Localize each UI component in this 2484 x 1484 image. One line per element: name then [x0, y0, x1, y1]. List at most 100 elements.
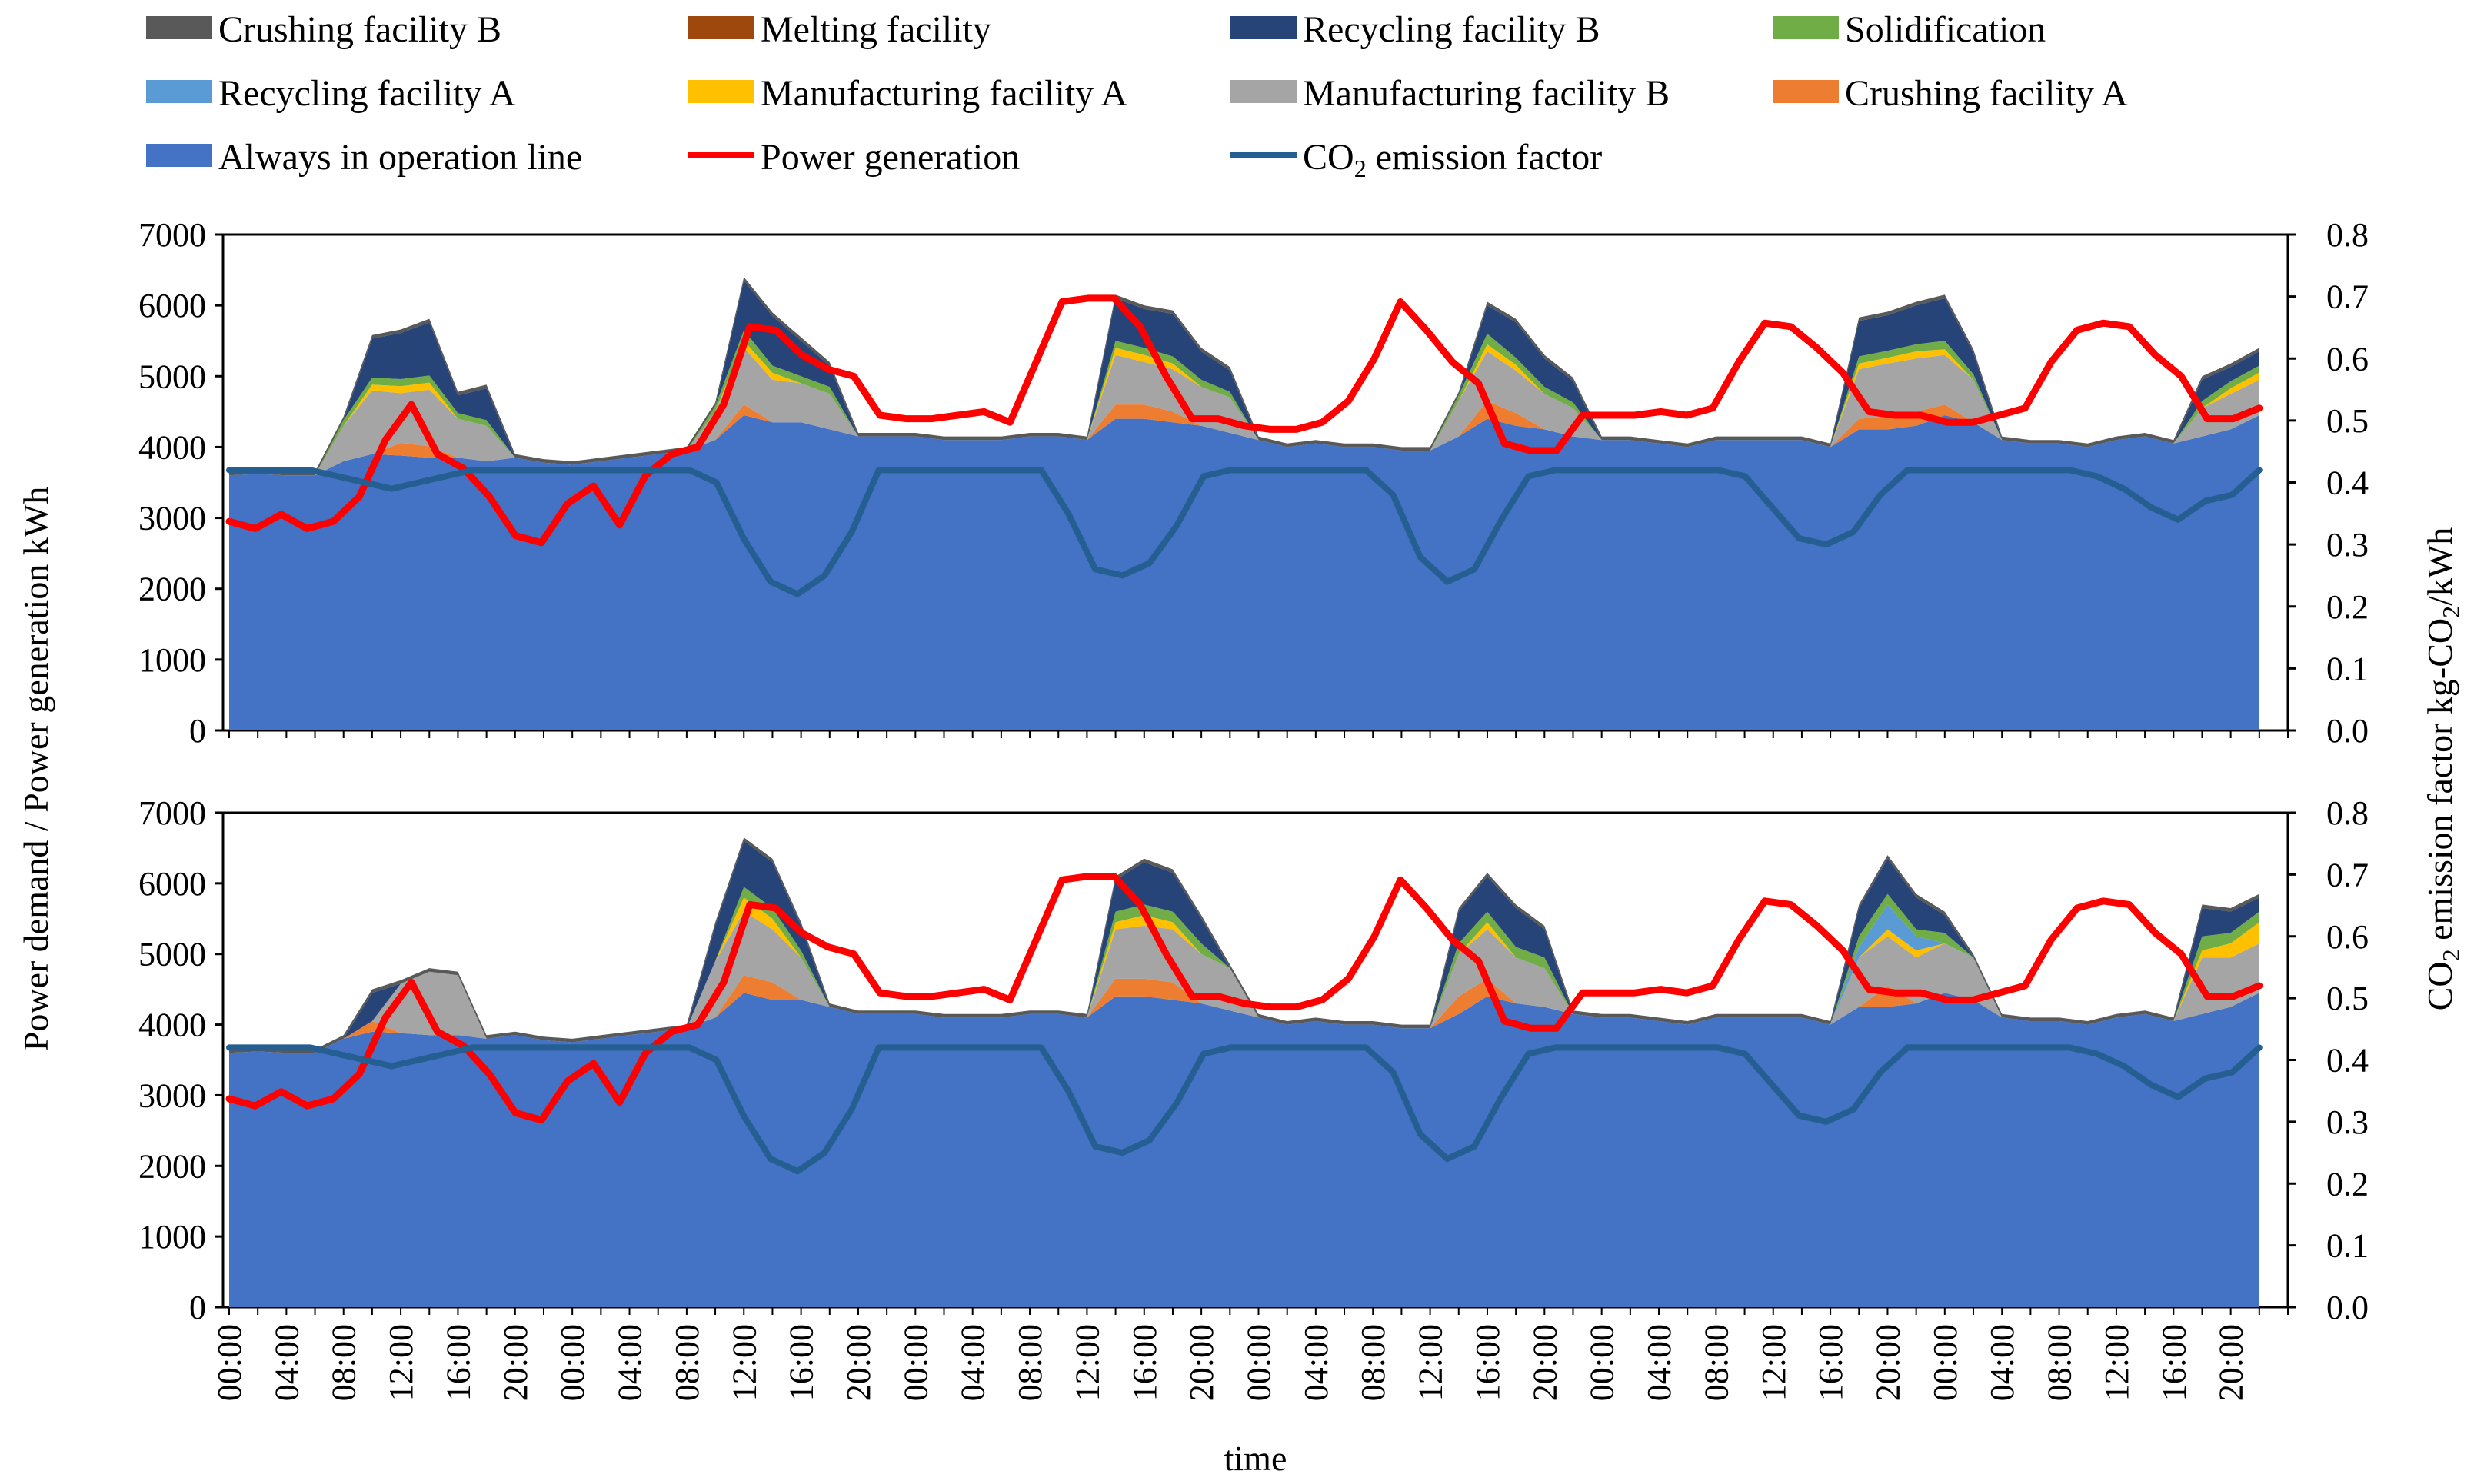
- legend-item-solidification: Solidification: [1773, 9, 2046, 50]
- x-tick-label: 00:00: [897, 1324, 934, 1401]
- x-tick-label: 16:00: [783, 1324, 821, 1401]
- x-tick-label: 16:00: [2155, 1324, 2193, 1401]
- y-tick-label-right: 0.8: [2326, 794, 2369, 832]
- legend-item-melting: Melting facility: [688, 9, 991, 50]
- legend-label: Power generation: [761, 137, 1020, 178]
- x-tick-label: 04:00: [1640, 1324, 1678, 1401]
- x-tick-label: 12:00: [1412, 1324, 1450, 1401]
- legend-item-always-on: Always in operation line: [146, 137, 582, 178]
- legend-swatch: [146, 80, 212, 103]
- y-tick-label-left: 7000: [138, 794, 206, 832]
- y-tick-label-left: 4000: [138, 1007, 206, 1044]
- line-co2: [226, 1044, 2263, 1175]
- legend-item-manufacturing-b: Manufacturing facility B: [1230, 73, 1670, 114]
- x-tick-label: 04:00: [1983, 1324, 2021, 1401]
- axis-titles: time Power demand / Power generation kWh C…: [16, 487, 2465, 1478]
- x-tick-label: 12:00: [382, 1324, 420, 1401]
- y-tick-label-right: 0.6: [2326, 340, 2369, 378]
- legend-item-power-generation: Power generation: [688, 137, 1020, 178]
- y-tick-label-right: 0.5: [2326, 402, 2369, 440]
- y-tick-label-left: 3000: [138, 1076, 206, 1114]
- y-tick-label-right: 0.4: [2326, 1042, 2369, 1080]
- y-tick-label-left: 0: [189, 712, 206, 750]
- legend-label: Recycling facility B: [1303, 9, 1600, 50]
- y-tick-label-left: 2000: [138, 571, 206, 608]
- area-always-on: [229, 993, 2259, 1307]
- legend-label: Always in operation line: [218, 137, 582, 178]
- legend-swatch: [688, 16, 754, 39]
- chart-panel-top: 0 1000 2000 3000 4000 5000 6000 7000 0.0 0.1 0.2 0.…: [138, 216, 2369, 750]
- x-tick-label: 00:00: [1240, 1324, 1278, 1401]
- y-tick-label-right: 0.0: [2326, 712, 2369, 750]
- line-power-generation: [225, 873, 2263, 1124]
- x-tick-label: 00:00: [554, 1324, 591, 1401]
- y-tick-label-left: 1000: [138, 1218, 206, 1256]
- legend-label: Crushing facility A: [1845, 73, 2128, 114]
- x-tick-label: 04:00: [268, 1324, 305, 1401]
- legend-label: Manufacturing facility B: [1303, 73, 1670, 114]
- x-tick-label: 04:00: [1297, 1324, 1335, 1401]
- legend-item-crushing-b: Crushing facility B: [146, 9, 501, 50]
- y-tick-label-right: 0.6: [2326, 918, 2369, 956]
- y-axis-title-right: CO2 emission factor kg-CO2/kWh: [2420, 527, 2465, 1011]
- x-tick-label: 20:00: [497, 1324, 534, 1401]
- x-tick-label: 12:00: [1755, 1324, 1793, 1401]
- line-co2: [226, 467, 2263, 597]
- x-tick-label: 20:00: [840, 1324, 877, 1401]
- x-tick-label: 12:00: [725, 1324, 763, 1401]
- chart-panel-bottom: 0 1000 2000 3000 4000 5000 6000 7000 0.0 0.1 0.2 0.…: [138, 794, 2369, 1401]
- y-tick-label-left: 6000: [138, 865, 206, 903]
- x-axis-title: time: [1224, 1439, 1287, 1478]
- area-always-on: [229, 415, 2259, 730]
- x-tick-label: 20:00: [1870, 1324, 1907, 1401]
- x-tick-label: 16:00: [1812, 1324, 1850, 1401]
- legend-label: Solidification: [1845, 9, 2046, 50]
- y-tick-label-left: 3000: [138, 500, 206, 537]
- x-tick-label: 04:00: [611, 1324, 649, 1401]
- x-tick-label: 12:00: [1068, 1324, 1106, 1401]
- x-tick-label: 08:00: [1354, 1324, 1392, 1401]
- legend-label: Manufacturing facility A: [761, 73, 1128, 114]
- legend-item-recycling-a: Recycling facility A: [146, 73, 516, 114]
- y-tick-label-right: 0.2: [2326, 1165, 2369, 1203]
- y-axis-title-left: Power demand / Power generation kWh: [16, 487, 55, 1052]
- x-tick-label: 16:00: [1126, 1324, 1164, 1401]
- legend-swatch: [1773, 80, 1839, 103]
- x-tick-label: 20:00: [1526, 1324, 1563, 1401]
- y-tick-label-right: 0.4: [2326, 464, 2369, 502]
- legend-item-recycling-b: Recycling facility B: [1230, 9, 1600, 50]
- x-tick-label: 08:00: [1697, 1324, 1735, 1401]
- area-manufacturing-b: [229, 348, 2259, 476]
- y-tick-label-right: 0.5: [2326, 980, 2369, 1017]
- y-tick-label-left: 5000: [138, 936, 206, 973]
- y-tick-label-left: 4000: [138, 428, 206, 466]
- y-tick-label-left: 5000: [138, 358, 206, 395]
- y-tick-label-left: 1000: [138, 641, 206, 679]
- area-crushing-a: [229, 975, 2259, 1053]
- x-tick-label: 00:00: [1926, 1324, 1964, 1401]
- legend-swatch: [688, 80, 754, 103]
- y-tick-label-right: 0.0: [2326, 1289, 2369, 1326]
- legend-label: Melting facility: [761, 9, 991, 50]
- x-tick-label: 08:00: [668, 1324, 706, 1401]
- legend-swatch: [1230, 16, 1297, 39]
- x-tick-label: 04:00: [954, 1324, 992, 1401]
- area-recycling-b: [229, 840, 2259, 1053]
- y-tick-label-right: 0.2: [2326, 588, 2369, 626]
- y-tick-label-right: 0.7: [2326, 856, 2369, 893]
- x-tick-label: 08:00: [325, 1324, 363, 1401]
- legend-item-co2: CO2 emission factor: [1230, 137, 1602, 182]
- y-tick-label-right: 0.3: [2326, 1103, 2369, 1141]
- x-tick-label: 16:00: [439, 1324, 477, 1401]
- legend-swatch: [146, 144, 212, 167]
- legend-item-crushing-a: Crushing facility A: [1773, 73, 2128, 114]
- x-tick-label: 00:00: [1583, 1324, 1621, 1401]
- x-tick-label: 20:00: [1183, 1324, 1220, 1401]
- y-tick-label-right: 0.1: [2326, 650, 2369, 687]
- x-tick-label: 08:00: [1011, 1324, 1049, 1401]
- legend-label: CO2 emission factor: [1303, 137, 1602, 182]
- y-tick-label-left: 6000: [138, 287, 206, 324]
- x-tick-label: 08:00: [2041, 1324, 2079, 1401]
- area-crushing-a: [229, 401, 2259, 476]
